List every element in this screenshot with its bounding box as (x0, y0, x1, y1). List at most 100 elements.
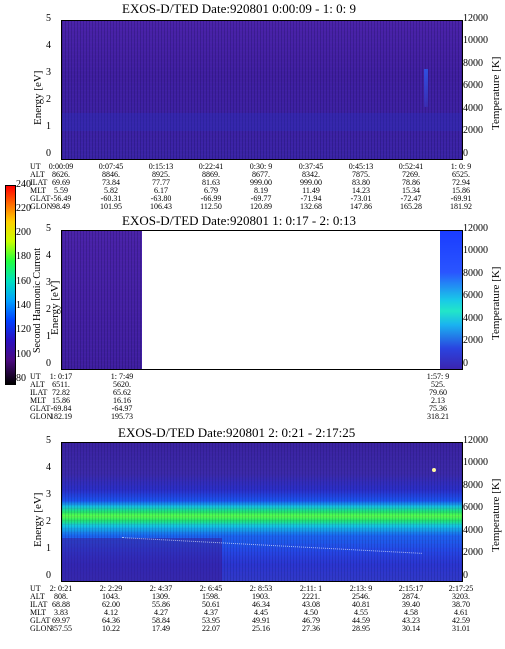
info-cell: 8626. (52, 170, 70, 179)
info-cell: 182.19 (50, 412, 72, 421)
info-cell: 120.89 (250, 202, 272, 211)
info-cell: 2.13 (431, 396, 445, 405)
info-cell: 27.36 (302, 624, 320, 633)
info-cell: 0:15:13 (148, 162, 174, 171)
info-cell: 0:45:13 (348, 162, 374, 171)
info-cell: 5.59 (54, 186, 68, 195)
info-cell: -73.01 (350, 194, 372, 203)
info-cell: 4.37 (204, 608, 218, 617)
info-cell: -69.77 (250, 194, 272, 203)
info-cell: 7269. (402, 170, 420, 179)
info-cell: 79.60 (429, 388, 447, 397)
panel-1-values: 0:00:09 0:07:45 0:15:13 0:22:41 0:30: 9 0:37:… (30, 163, 500, 213)
info-cell: 2:15:17 (398, 584, 424, 593)
info-cell: 40.81 (352, 600, 370, 609)
info-cell: 49.91 (252, 616, 270, 625)
panel-2-values: 1: 0:17 1: 7:49 1:57: 9 6511. 5620. 525. 72.82… (30, 373, 500, 423)
panel-2-data-block-right (440, 231, 462, 369)
panel-1-plot (61, 20, 463, 160)
info-cell: 147.86 (350, 202, 372, 211)
info-cell: 43.23 (402, 616, 420, 625)
info-cell: 2:13: 9 (349, 584, 373, 593)
panel-1-y2ticks: 12000 10000 8000 6000 4000 2000 0 (463, 13, 488, 159)
info-cell: 0:00:09 (48, 162, 74, 171)
info-cell: -69.91 (450, 194, 472, 203)
info-cell: 2: 6:45 (199, 584, 223, 593)
info-cell: 15.86 (52, 396, 70, 405)
info-cell: 17.49 (152, 624, 170, 633)
info-cell: 808. (54, 592, 68, 601)
info-cell: 81.63 (202, 178, 220, 187)
panel-2-yticks: 5 4 3 2 1 0 (46, 223, 51, 369)
info-cell: 2: 2:29 (99, 584, 123, 593)
panel-2-plot (61, 230, 463, 370)
info-cell: 15.34 (402, 186, 420, 195)
info-cell: 4.58 (404, 608, 418, 617)
panel-3-values: 2: 0:21 2: 2:29 2: 4:37 2: 6:45 2: 8:53 2:11:… (30, 585, 500, 635)
panel-3-lower-left-region (62, 538, 222, 581)
panel-1-y2label: Temperature [K] (490, 56, 502, 130)
info-cell: 6.79 (204, 186, 218, 195)
info-cell: 58.84 (152, 616, 170, 625)
info-cell: 106.43 (150, 202, 172, 211)
info-cell: 75.36 (429, 404, 447, 413)
info-cell: 46.34 (252, 600, 270, 609)
info-cell: 6525. (452, 170, 470, 179)
info-cell: 53.95 (202, 616, 220, 625)
info-cell: 28.95 (352, 624, 370, 633)
info-cell: 11.49 (302, 186, 320, 195)
info-cell: 2: 8:53 (249, 584, 273, 593)
info-cell: 77.77 (152, 178, 170, 187)
info-cell: 1598. (202, 592, 220, 601)
panel-2-y2label: Temperature [K] (490, 266, 502, 340)
info-cell: -69.84 (50, 404, 72, 413)
info-cell: 8.19 (254, 186, 268, 195)
info-cell: 318.21 (427, 412, 449, 421)
info-cell: 4.55 (354, 608, 368, 617)
info-cell: 357.55 (50, 624, 72, 633)
info-cell: 0:52:41 (398, 162, 424, 171)
info-cell: 0:30: 9 (249, 162, 273, 171)
info-cell: 6511. (52, 380, 70, 389)
panel-2-y2ticks: 12000 10000 8000 6000 4000 2000 0 (463, 223, 488, 369)
info-cell: 43.08 (302, 600, 320, 609)
info-cell: 72.94 (452, 178, 470, 187)
info-cell: 50.61 (202, 600, 220, 609)
info-cell: 25.16 (252, 624, 270, 633)
info-cell: 8925. (152, 170, 170, 179)
info-cell: 38.70 (452, 600, 470, 609)
info-cell: 112.50 (200, 202, 222, 211)
info-cell: -63.80 (150, 194, 172, 203)
info-cell: 132.68 (300, 202, 322, 211)
info-cell: -72.47 (400, 194, 422, 203)
info-cell: 5620. (113, 380, 131, 389)
info-cell: 0:22:41 (198, 162, 224, 171)
info-cell: 55.86 (152, 600, 170, 609)
info-cell: 165.28 (400, 202, 422, 211)
info-cell: 73.84 (102, 178, 120, 187)
info-cell: 2: 0:21 (49, 584, 73, 593)
colorbar (5, 185, 16, 385)
info-cell: -64.97 (111, 404, 133, 413)
info-cell: 22.07 (202, 624, 220, 633)
panel-3-ylabel: Energy [eV] (32, 492, 44, 547)
info-cell: 0:07:45 (98, 162, 124, 171)
info-cell: -71.94 (300, 194, 322, 203)
info-cell: 1: 0:17 (49, 372, 73, 381)
panel-2-ylabel: Energy [eV] (49, 280, 61, 335)
info-cell: 42.59 (452, 616, 470, 625)
panel-2-data-block-left (62, 231, 142, 369)
panel-2-title: EXOS-D/TED Date:920801 1: 0:17 - 2: 0:13 (122, 213, 356, 228)
info-cell: 999.00 (250, 178, 272, 187)
info-cell: 1903. (252, 592, 270, 601)
info-cell: 65.62 (113, 388, 131, 397)
info-cell: 72.82 (52, 388, 70, 397)
info-cell: 6.17 (154, 186, 168, 195)
info-cell: 1: 7:49 (110, 372, 134, 381)
info-cell: 8846. (102, 170, 120, 179)
info-cell: 3.83 (54, 608, 68, 617)
panel-1-spike (424, 69, 428, 107)
info-cell: 1:57: 9 (426, 372, 450, 381)
panel-3-plot (61, 442, 463, 582)
info-cell: 999.00 (300, 178, 322, 187)
